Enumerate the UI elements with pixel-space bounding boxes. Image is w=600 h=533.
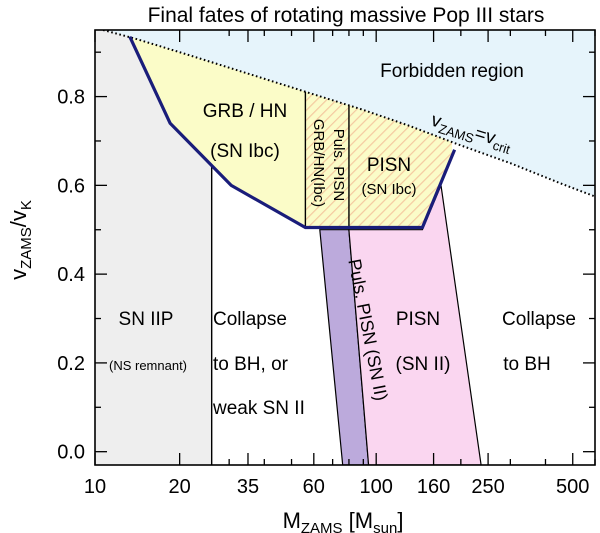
puls-pisn-sn2-region [319, 229, 370, 465]
chart-title: Final fates of rotating massive Pop III … [148, 4, 545, 27]
puls-pisn-upper-label: Puls. PISN [330, 129, 347, 202]
x-tick-label: 250 [471, 476, 504, 498]
y-tick-label: 0.0 [57, 442, 85, 464]
divider-lines [210, 91, 350, 465]
y-tick-label: 0.2 [57, 353, 85, 375]
pisn-upper-label: PISN [367, 155, 411, 176]
y-tick-label: 0.4 [57, 264, 85, 286]
plot-frame [94, 29, 596, 466]
sn-iip-region [95, 30, 212, 465]
sn-iip-label: SN IIP [119, 309, 174, 330]
pisn-sn2-region [348, 183, 482, 465]
collapse-label-3: weak SN II [212, 398, 305, 419]
y-tick-label: 0.6 [57, 175, 85, 197]
forbidden-region [95, 30, 595, 197]
x-axis-label: MZAMS [Msun] [283, 508, 404, 533]
grb-hn-label: GRB / HN [203, 101, 287, 122]
x-tick-label: 160 [417, 476, 450, 498]
collapse-bh-label-2: to BH [503, 354, 551, 375]
pisn-upper-sublabel: (SN Ibc) [361, 181, 416, 198]
grbhn-ibc-label: GRB/HN(Ibc) [310, 119, 327, 207]
ns-remnant-label: (NS remnant) [109, 358, 187, 373]
hatched-region [305, 91, 452, 228]
pisn-lower-label: PISN [396, 309, 440, 330]
grb-hn-sublabel: (SN Ibc) [210, 141, 280, 162]
y-axis-label: vZAMS/vK [6, 200, 35, 280]
plot-area [95, 30, 595, 465]
x-tick-label: 100 [360, 476, 393, 498]
forbidden-label: Forbidden region [380, 61, 524, 82]
x-tick-label: 500 [556, 476, 589, 498]
x-tick-label: 60 [303, 476, 325, 498]
collapse-bh-label-1: Collapse [502, 309, 576, 330]
x-tick-label: 35 [237, 476, 259, 498]
axis-ticks: 10 20 35 60 100 160 250 500 0.0 0.2 0.4 0.6 0.8 [57, 30, 596, 498]
boundary-line [128, 36, 457, 230]
critical-velocity-curve [99, 30, 595, 198]
x-tick-label: 20 [169, 476, 191, 498]
pisn-lower-sublabel: (SN II) [396, 354, 451, 375]
collapse-label-1: Collapse [213, 309, 287, 330]
grb-hn-region [129, 36, 306, 228]
x-tick-label: 10 [84, 476, 106, 498]
y-tick-label: 0.8 [57, 87, 85, 109]
collapse-label-2: to BH, or [213, 354, 289, 375]
